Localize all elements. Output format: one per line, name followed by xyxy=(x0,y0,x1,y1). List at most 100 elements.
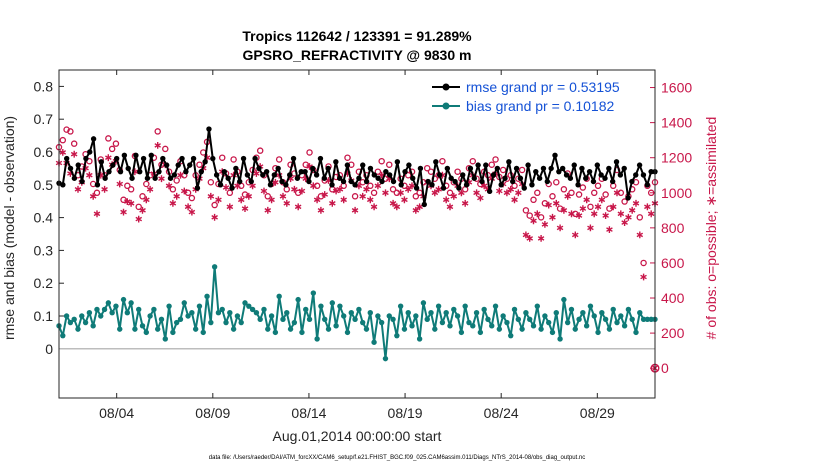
bias-point xyxy=(576,316,582,322)
left-tick-label: 0.6 xyxy=(34,144,54,160)
bias-point xyxy=(185,313,191,319)
bias-point xyxy=(527,316,533,322)
rmse-point xyxy=(352,182,358,188)
obs-assimilated-point xyxy=(549,213,556,221)
rmse-point xyxy=(210,155,216,162)
bias-point xyxy=(428,310,434,316)
rmse-point xyxy=(217,182,224,188)
obs-possible-point xyxy=(556,205,564,212)
bias-point xyxy=(454,313,461,319)
rmse-point xyxy=(75,162,81,168)
bias-point xyxy=(640,316,647,322)
obs-assimilated-point xyxy=(169,199,177,207)
rmse-point xyxy=(529,182,535,188)
obs-assimilated-point xyxy=(127,199,135,207)
left-tick-label: 0.5 xyxy=(34,177,54,193)
obs-assimilated-point xyxy=(526,235,534,242)
rmse-point xyxy=(452,178,458,185)
rmse-point xyxy=(375,175,381,181)
obs-assimilated-point xyxy=(389,199,397,207)
obs-possible-point xyxy=(105,135,112,142)
bias-point xyxy=(485,316,491,322)
obs-assimilated-point xyxy=(480,182,488,190)
rmse-point xyxy=(617,172,624,178)
rmse-point xyxy=(237,178,243,185)
bias-point xyxy=(451,306,457,313)
obs-assimilated-point xyxy=(382,189,389,197)
left-tick-label: 0.8 xyxy=(34,78,54,94)
obs-possible-point xyxy=(162,145,169,153)
obs-possible-point xyxy=(636,214,644,221)
obs-assimilated-point xyxy=(458,189,465,197)
obs-possible-point xyxy=(553,179,560,186)
x-tick-label: 08/09 xyxy=(195,405,230,421)
rmse-point xyxy=(513,165,520,172)
rmse-point xyxy=(517,175,524,181)
obs-assimilated-point xyxy=(435,185,442,193)
rmse-point xyxy=(556,168,562,175)
obs-assimilated-point xyxy=(86,171,93,179)
bias-point xyxy=(432,326,438,332)
obs-assimilated-point xyxy=(594,203,602,211)
bias-point xyxy=(348,310,354,316)
rmse-point xyxy=(598,172,604,178)
rmse-point xyxy=(163,162,170,168)
bias-point xyxy=(648,316,654,322)
obs-possible-point xyxy=(108,145,116,153)
obs-assimilated-point xyxy=(340,196,347,204)
obs-assimilated-point xyxy=(310,182,317,190)
bias-point xyxy=(287,326,294,332)
bias-point xyxy=(173,319,180,326)
bias-point xyxy=(132,326,138,332)
bias-point xyxy=(511,306,518,313)
obs-possible-point xyxy=(120,196,127,204)
bias-point xyxy=(238,319,244,326)
rmse-point xyxy=(540,165,547,172)
rmse-point xyxy=(325,165,331,172)
bias-point xyxy=(470,323,476,329)
obs-possible-point xyxy=(526,212,533,219)
obs-assimilated-point xyxy=(408,182,416,190)
obs-assimilated-point xyxy=(628,206,636,214)
obs-possible-point xyxy=(499,166,507,174)
rmse-point xyxy=(198,168,204,175)
bias-point xyxy=(382,355,389,362)
obs-assimilated-point xyxy=(177,171,184,179)
bias-point xyxy=(572,326,578,332)
bias-point xyxy=(162,336,168,342)
bias-point xyxy=(230,326,237,332)
rmse-point xyxy=(206,126,212,132)
bias-point xyxy=(413,313,419,319)
bias-point xyxy=(234,313,241,319)
rmse-point xyxy=(125,165,131,172)
rmse-point xyxy=(160,155,166,162)
rmse-point xyxy=(536,175,543,181)
obs-possible-point xyxy=(560,186,568,193)
rmse-point xyxy=(244,172,251,178)
bias-point xyxy=(143,329,150,336)
rmse-point xyxy=(644,182,650,188)
obs-possible-point xyxy=(374,168,382,175)
obs-assimilated-point xyxy=(211,213,218,221)
obs-assimilated-point xyxy=(625,213,632,221)
obs-possible-point xyxy=(143,180,150,188)
obs-assimilated-point xyxy=(568,210,575,218)
rmse-point xyxy=(67,165,74,172)
bias-point xyxy=(378,319,385,326)
obs-possible-point xyxy=(241,191,249,198)
obs-assimilated-point xyxy=(264,206,272,214)
rmse-point xyxy=(221,168,228,175)
rmse-point xyxy=(533,168,539,175)
rmse-point xyxy=(609,178,616,185)
bias-point xyxy=(82,319,89,326)
rmse-point xyxy=(340,178,347,185)
rmse-point xyxy=(229,185,235,191)
bias-point xyxy=(341,313,347,319)
bias-point xyxy=(568,306,575,313)
rmse-point xyxy=(421,201,427,208)
bias-point xyxy=(98,313,104,319)
obs-assimilated-point xyxy=(579,205,587,212)
left-tick-label: 0.1 xyxy=(34,308,54,324)
bias-point xyxy=(261,306,267,313)
